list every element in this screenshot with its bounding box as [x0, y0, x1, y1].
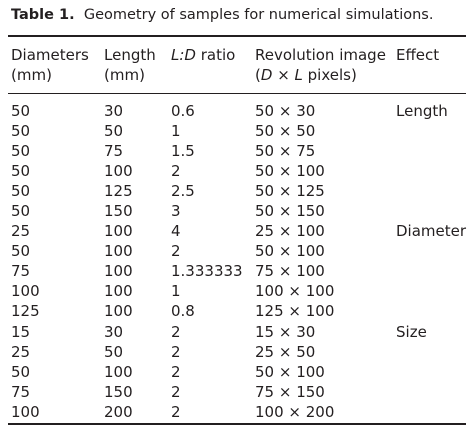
- table-row: 75 100 1.333333 75 × 100: [0, 261, 474, 281]
- cell-diameter: 75: [11, 262, 31, 281]
- cell-length: 150: [104, 382, 133, 401]
- cell-ratio: 3: [171, 202, 181, 221]
- cell-ratio: 1.5: [171, 142, 195, 161]
- table-row: 50 30 0.6 50 × 30 Length: [0, 101, 474, 121]
- bottom-rule: [8, 423, 466, 425]
- cell-image: 75 × 150: [255, 382, 325, 401]
- top-rule: [8, 35, 466, 37]
- cell-length: 100: [104, 302, 133, 321]
- cell-effect: Size: [396, 322, 427, 341]
- cell-length: 75: [104, 142, 124, 161]
- table-row: 25 50 2 25 × 50: [0, 342, 474, 362]
- cell-ratio: 2: [171, 362, 181, 381]
- cell-diameter: 25: [11, 222, 31, 241]
- cell-diameter: 50: [11, 362, 31, 381]
- cell-effect: Diameter: [396, 222, 467, 241]
- table-row: 25 100 4 25 × 100 Diameter: [0, 221, 474, 241]
- cell-diameter: 50: [11, 122, 31, 141]
- cell-diameter: 50: [11, 182, 31, 201]
- cell-image: 50 × 100: [255, 242, 325, 261]
- cell-image: 50 × 75: [255, 142, 316, 161]
- table-row: 50 75 1.5 50 × 75: [0, 141, 474, 161]
- cell-ratio: 2: [171, 342, 181, 361]
- cell-length: 100: [104, 162, 133, 181]
- cell-diameter: 50: [11, 202, 31, 221]
- cell-image: 50 × 100: [255, 162, 325, 181]
- header-diameters: Diameters (mm): [11, 46, 89, 84]
- cell-ratio: 1: [171, 282, 181, 301]
- cell-image: 75 × 100: [255, 262, 325, 281]
- table-row: 50 150 3 50 × 150: [0, 201, 474, 221]
- table-title: Geometry of samples for numerical simula…: [83, 7, 434, 23]
- cell-diameter: 15: [11, 322, 31, 341]
- cell-image: 50 × 100: [255, 362, 325, 381]
- table-body: 50 30 0.6 50 × 30 Length 50 50 1 50 × 50 50 75 1.5 5…: [0, 101, 474, 422]
- cell-ratio: 0.8: [171, 302, 195, 321]
- table-row: 75 150 2 75 × 150: [0, 382, 474, 402]
- cell-image: 50 × 150: [255, 202, 325, 221]
- cell-length: 50: [104, 122, 124, 141]
- table-row: 50 100 2 50 × 100: [0, 241, 474, 261]
- cell-length: 125: [104, 182, 133, 201]
- cell-length: 100: [104, 282, 133, 301]
- cell-image: 100 × 200: [255, 402, 335, 421]
- table-row: 50 100 2 50 × 100: [0, 362, 474, 382]
- cell-length: 100: [104, 262, 133, 281]
- cell-diameter: 100: [11, 402, 40, 421]
- cell-image: 50 × 30: [255, 102, 316, 120]
- cell-diameter: 50: [11, 102, 31, 120]
- cell-ratio: 1.333333: [171, 262, 243, 281]
- cell-ratio: 0.6: [171, 102, 195, 120]
- cell-ratio: 1: [171, 122, 181, 141]
- cell-ratio: 2: [171, 322, 181, 341]
- cell-length: 200: [104, 402, 133, 421]
- header-length: Length (mm): [104, 46, 156, 84]
- table-row: 50 50 1 50 × 50: [0, 121, 474, 141]
- cell-diameter: 125: [11, 302, 40, 321]
- cell-image: 25 × 50: [255, 342, 316, 361]
- cell-length: 100: [104, 222, 133, 241]
- cell-length: 30: [104, 102, 124, 120]
- cell-diameter: 50: [11, 162, 31, 181]
- table-row: 15 30 2 15 × 30 Size: [0, 322, 474, 342]
- cell-length: 50: [104, 342, 124, 361]
- cell-image: 125 × 100: [255, 302, 335, 321]
- cell-ratio: 2: [171, 382, 181, 401]
- cell-diameter: 50: [11, 142, 31, 161]
- cell-diameter: 25: [11, 342, 31, 361]
- table-row: 100 200 2 100 × 200: [0, 402, 474, 422]
- header-rule: [8, 93, 466, 94]
- table-row: 50 100 2 50 × 100: [0, 161, 474, 181]
- cell-image: 25 × 100: [255, 222, 325, 241]
- cell-image: 15 × 30: [255, 322, 316, 341]
- cell-ratio: 4: [171, 222, 181, 241]
- cell-image: 100 × 100: [255, 282, 335, 301]
- table-row: 125 100 0.8 125 × 100: [0, 301, 474, 321]
- header-revolution-image: Revolution image (D × L pixels): [255, 46, 386, 84]
- cell-ratio: 2.5: [171, 182, 195, 201]
- table-row: 100 100 1 100 × 100: [0, 281, 474, 301]
- cell-length: 30: [104, 322, 124, 341]
- cell-ratio: 2: [171, 402, 181, 421]
- cell-effect: Length: [396, 102, 448, 120]
- cell-length: 150: [104, 202, 133, 221]
- cell-length: 100: [104, 242, 133, 261]
- cell-diameter: 75: [11, 382, 31, 401]
- table-label: Table 1.: [11, 7, 75, 23]
- cell-diameter: 100: [11, 282, 40, 301]
- cell-ratio: 2: [171, 242, 181, 261]
- cell-diameter: 50: [11, 242, 31, 261]
- cell-length: 100: [104, 362, 133, 381]
- cell-ratio: 2: [171, 162, 181, 181]
- table-row: 50 125 2.5 50 × 125: [0, 181, 474, 201]
- table-caption: Table 1. Geometry of samples for numeric…: [11, 7, 433, 23]
- cell-image: 50 × 50: [255, 122, 316, 141]
- header-ld-ratio: L:D ratio: [171, 46, 236, 64]
- cell-image: 50 × 125: [255, 182, 325, 201]
- header-effect: Effect: [396, 46, 440, 64]
